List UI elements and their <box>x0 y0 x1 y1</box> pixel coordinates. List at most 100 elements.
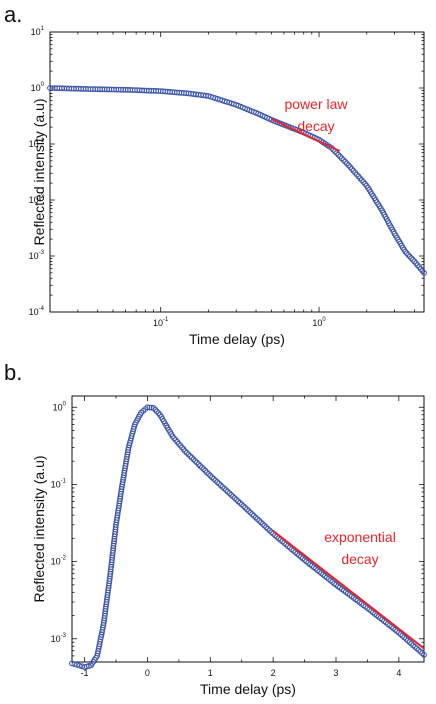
data-point <box>405 252 412 258</box>
data-point <box>245 508 252 514</box>
data-point <box>195 461 202 468</box>
data-point <box>223 487 229 494</box>
x-axis-label: Time delay (ps) <box>189 331 285 347</box>
data-point <box>263 524 270 531</box>
data-point <box>71 661 78 667</box>
x-tick-label: 3 <box>333 668 338 678</box>
data-point <box>337 153 344 160</box>
data-point <box>182 448 189 455</box>
data-point <box>154 408 160 415</box>
data-point <box>266 527 273 534</box>
fit-line <box>270 118 341 152</box>
data-point <box>152 406 159 413</box>
data-point <box>397 631 404 638</box>
data-point <box>210 476 217 482</box>
panel-letter-a: a. <box>4 2 22 27</box>
data-point <box>237 500 243 506</box>
data-series <box>69 404 427 670</box>
annotation-text: decay <box>297 118 334 134</box>
x-tick-label: 0 <box>145 668 150 678</box>
y-tick-label: 10-2 <box>29 194 45 205</box>
data-point <box>353 171 360 178</box>
data-point <box>335 151 342 158</box>
data-point <box>185 451 192 458</box>
data-point <box>217 482 224 489</box>
annotation-text: decay <box>341 551 378 567</box>
data-point <box>150 405 157 411</box>
data-point <box>357 175 364 182</box>
data-point <box>226 490 233 497</box>
y-tick-label: 10-3 <box>51 633 67 644</box>
data-point <box>214 479 221 486</box>
data-point <box>207 472 214 479</box>
x-tick-label: -1 <box>81 668 89 678</box>
data-point <box>233 496 240 503</box>
data-point <box>187 453 194 460</box>
panel-letter-b: b. <box>4 360 22 385</box>
data-point <box>251 512 257 519</box>
x-tick-label: 2 <box>271 668 276 678</box>
data-point <box>194 459 200 466</box>
data-point <box>342 158 349 165</box>
data-point <box>183 449 190 456</box>
data-point <box>340 157 347 163</box>
x-tick-label: 1 <box>208 668 213 678</box>
y-tick-label: 10-1 <box>29 138 45 149</box>
data-point <box>259 521 266 527</box>
plot-frame <box>49 31 425 313</box>
data-point <box>338 155 345 162</box>
data-point <box>406 253 413 260</box>
x-tick-label: 4 <box>396 668 401 678</box>
data-point <box>69 660 75 667</box>
data-point <box>403 250 410 257</box>
y-tick-label: 10-4 <box>29 306 45 317</box>
data-point <box>421 651 427 658</box>
plot-frame <box>71 395 425 663</box>
data-point <box>360 179 367 185</box>
annotation-text: exponential <box>324 529 396 545</box>
data-series <box>47 85 427 276</box>
data-point <box>410 256 416 263</box>
data-point <box>249 511 256 518</box>
data-point <box>76 662 83 669</box>
data-point <box>240 503 247 510</box>
data-point <box>244 506 250 513</box>
fit-line <box>272 530 425 650</box>
data-point <box>199 464 205 471</box>
y-tick-label: 100 <box>31 82 45 93</box>
x-tick-label: 100 <box>312 317 326 328</box>
data-point <box>188 454 195 461</box>
annotation-text: power law <box>284 96 348 112</box>
y-axis-label: Reflected intensity (a.u) <box>31 98 47 245</box>
chart-power-law: 10-4 10-3 10-2 10-1 100 101 10-1 100 Time delay … <box>29 26 427 347</box>
data-point <box>190 456 197 463</box>
y-tick-label: 100 <box>53 401 67 412</box>
data-point <box>74 661 80 668</box>
data-point <box>256 517 263 524</box>
x-tick-label: 10-1 <box>153 317 169 328</box>
chart-exponential: 10-3 10-2 10-1 100 -1 0 1 2 3 4 Time delay (ps) Ref… <box>31 395 427 697</box>
y-tick-label: 10-1 <box>51 478 67 489</box>
data-point <box>230 493 236 500</box>
data-point <box>221 485 228 492</box>
data-point <box>402 248 409 255</box>
y-axis-label: Reflected intensity (a.u) <box>31 455 47 602</box>
data-point <box>205 471 212 477</box>
data-point <box>258 519 264 526</box>
data-point <box>408 255 415 262</box>
data-point <box>252 514 259 521</box>
data-point <box>144 404 151 411</box>
data-point <box>155 410 162 417</box>
data-point <box>192 458 199 464</box>
data-point <box>421 270 427 276</box>
data-point <box>202 467 209 474</box>
data-point <box>200 466 207 473</box>
y-tick-label: 101 <box>31 26 45 37</box>
data-point <box>197 463 204 469</box>
y-tick-label: 10-2 <box>51 556 67 567</box>
data-point <box>204 469 210 476</box>
y-tick-label: 10-3 <box>29 250 45 261</box>
x-axis-label: Time delay (ps) <box>200 681 296 697</box>
data-point <box>146 404 153 411</box>
